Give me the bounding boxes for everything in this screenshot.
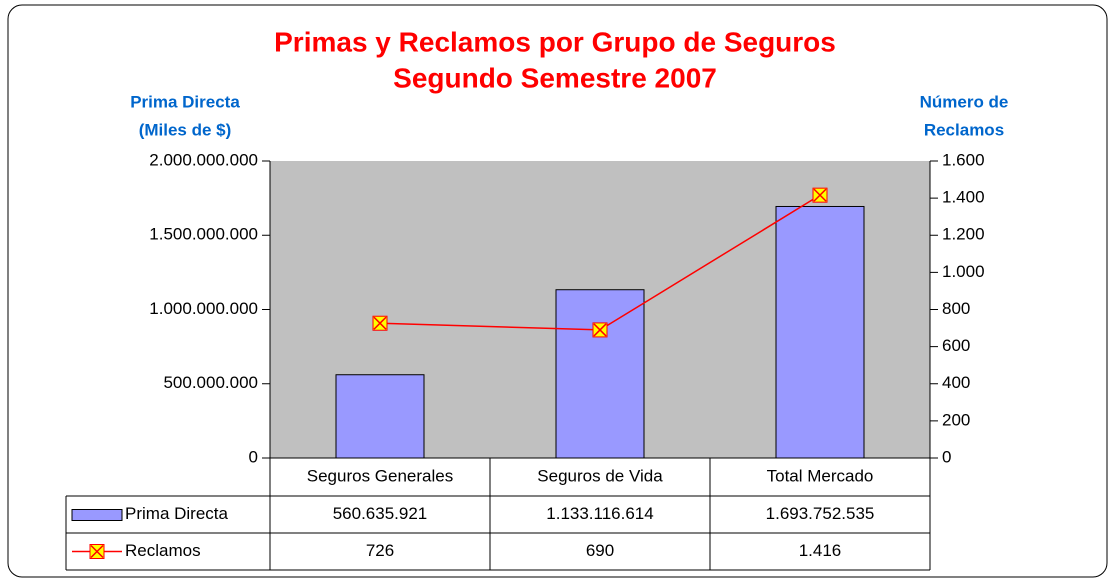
y2-axis-title: Reclamos [924, 120, 1004, 139]
bar [555, 289, 645, 459]
y-tick-label: 1.500.000.000 [149, 225, 258, 244]
table-cell: 1.693.752.535 [766, 504, 875, 523]
chart-title: Primas y Reclamos por Grupo de Seguros [274, 26, 836, 57]
y2-tick-label: 1.600 [942, 150, 985, 169]
bar [775, 205, 865, 459]
y-tick-label: 2.000.000.000 [149, 150, 258, 169]
marker [89, 544, 105, 559]
y-tick-label: 0 [249, 447, 258, 466]
marker [812, 187, 828, 203]
y2-tick-label: 200 [942, 410, 970, 429]
x-tick-label: Seguros Generales [307, 466, 453, 485]
y-tick-label: 500.000.000 [163, 373, 258, 392]
table-cell: 690 [586, 541, 614, 560]
y2-tick-label: 600 [942, 336, 970, 355]
marker [592, 322, 608, 338]
table-cell: 560.635.921 [333, 504, 428, 523]
y2-tick-label: 400 [942, 373, 970, 392]
chart-subtitle: Segundo Semestre 2007 [393, 62, 717, 93]
y2-tick-label: 800 [942, 299, 970, 318]
y2-tick-label: 0 [942, 447, 951, 466]
y2-tick-label: 1.400 [942, 188, 985, 207]
y2-axis-title: Número de [920, 92, 1009, 111]
marker [372, 315, 388, 331]
legend-label: Reclamos [125, 541, 201, 560]
table-cell: 1.133.116.614 [546, 504, 653, 523]
table-cell: 726 [366, 541, 394, 560]
legend-key [71, 509, 123, 521]
legend-label: Prima Directa [125, 504, 229, 523]
x-tick-label: Seguros de Vida [537, 466, 663, 485]
x-tick-label: Total Mercado [767, 466, 874, 485]
y-tick-label: 1.000.000.000 [149, 299, 258, 318]
table-cell: 1.416 [799, 541, 842, 560]
bar [335, 374, 425, 459]
y2-tick-label: 1.000 [942, 262, 985, 281]
y2-tick-label: 1.200 [942, 225, 985, 244]
y-axis-title: Prima Directa [130, 92, 240, 111]
y-axis-title: (Miles de $) [139, 120, 232, 139]
